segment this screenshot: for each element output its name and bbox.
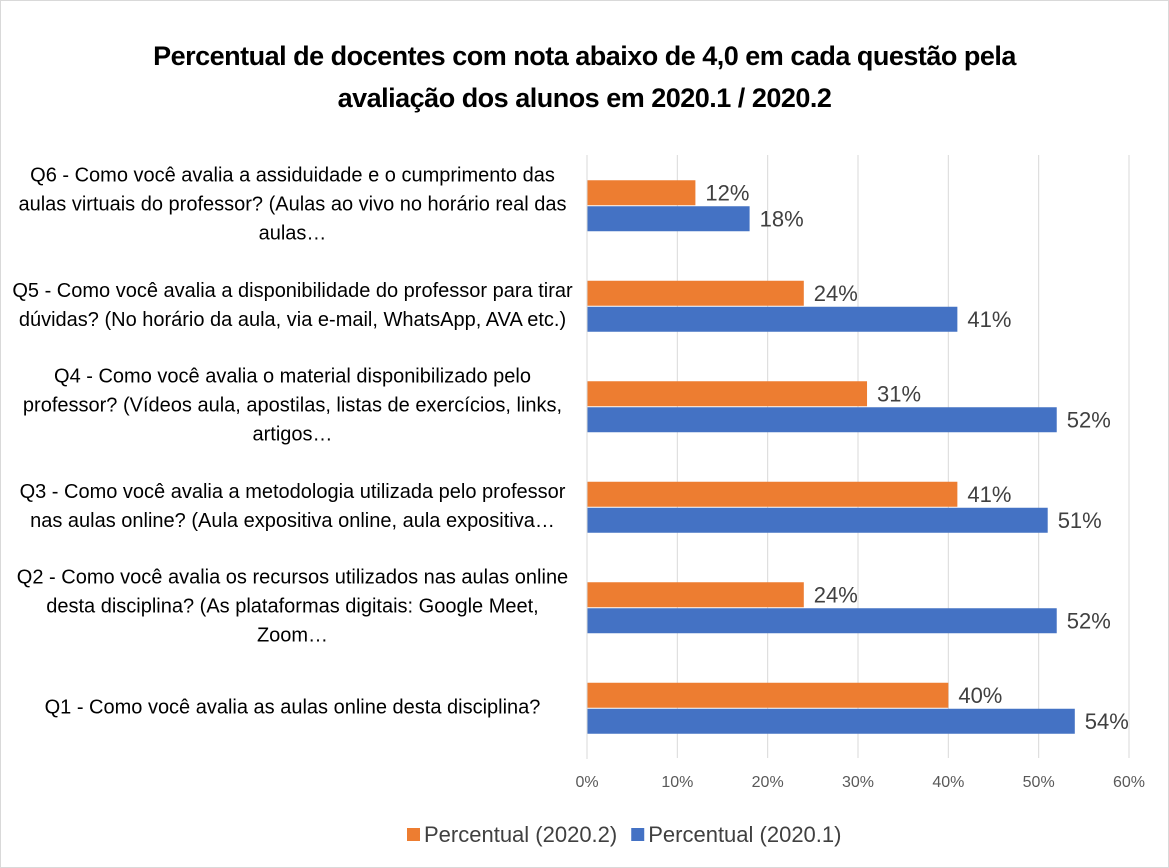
x-tick-label: 40% xyxy=(932,774,964,791)
legend-swatch xyxy=(407,828,420,841)
x-tick-label: 10% xyxy=(661,774,693,791)
bar xyxy=(587,682,949,708)
data-label: 52% xyxy=(1067,408,1111,433)
bar xyxy=(587,381,868,407)
data-label: 12% xyxy=(705,181,749,206)
y-tick-label: Q6 - Como você avalia a assiduidade e o … xyxy=(18,164,567,245)
data-label: 54% xyxy=(1085,709,1129,734)
x-tick-label: 30% xyxy=(842,774,874,791)
data-label: 18% xyxy=(760,207,804,232)
chart-title: Percentual de docentes com nota abaixo d… xyxy=(153,41,1016,113)
bar xyxy=(587,206,750,232)
legend-swatch xyxy=(631,828,645,841)
x-tick-label: 0% xyxy=(575,774,598,791)
y-tick-label: Q4 - Como você avalia o material disponi… xyxy=(22,365,563,446)
bar xyxy=(587,280,804,306)
bar xyxy=(587,481,958,507)
bar xyxy=(587,306,958,332)
data-label: 51% xyxy=(1058,508,1102,533)
bar xyxy=(587,608,1057,634)
y-tick-label: Q1 - Como você avalia as aulas online de… xyxy=(44,696,541,719)
y-tick-label: Q3 - Como você avalia a metodologia util… xyxy=(19,480,566,532)
bar xyxy=(587,582,804,608)
y-tick-label: Q2 - Como você avalia os recursos utiliz… xyxy=(16,566,569,647)
legend-label: Percentual (2020.2) xyxy=(424,822,617,847)
data-label: 41% xyxy=(967,307,1011,332)
x-tick-label: 20% xyxy=(752,774,784,791)
legend-label: Percentual (2020.1) xyxy=(648,822,841,847)
data-label: 31% xyxy=(877,382,921,407)
data-label: 40% xyxy=(958,683,1002,708)
data-label: 24% xyxy=(814,583,858,608)
data-label: 24% xyxy=(814,281,858,306)
data-label: 52% xyxy=(1067,609,1111,634)
bar xyxy=(587,708,1075,734)
bar xyxy=(587,407,1057,433)
data-label: 41% xyxy=(967,482,1011,507)
y-tick-label: Q5 - Como você avalia a disponibilidade … xyxy=(12,279,573,331)
x-tick-label: 50% xyxy=(1023,774,1055,791)
bar xyxy=(587,507,1048,533)
x-tick-label: 60% xyxy=(1113,774,1145,791)
bar xyxy=(587,180,696,206)
